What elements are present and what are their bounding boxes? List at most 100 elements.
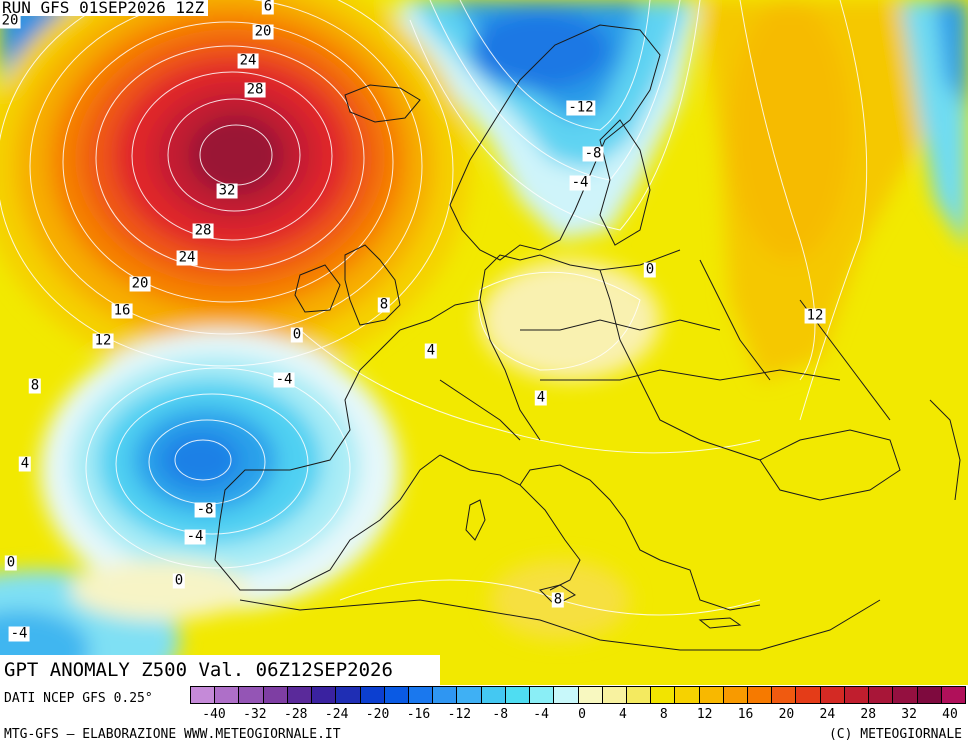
contour-label: 20: [129, 275, 151, 292]
color-swatch: [384, 687, 409, 703]
contour-label: -4: [273, 371, 295, 388]
high-core: [188, 115, 284, 195]
scale-tick-label: -20: [365, 707, 390, 722]
contour-label: 12: [804, 307, 826, 324]
contour-label: 20: [252, 23, 274, 40]
scale-tick-label: -16: [406, 707, 431, 722]
contour-label: -4: [184, 528, 206, 545]
contour-label: 4: [424, 342, 438, 359]
contour-label: -12: [566, 99, 596, 116]
color-scale-ticks: -40 -32 -28 -24 -20 -16 -12 -8 -4 0 4 8 12 16 20 24 28 32…: [190, 707, 966, 723]
color-swatch: [239, 687, 264, 703]
scand-deep: [470, 10, 610, 90]
data-source-label: DATI NCEP GFS 0.25°: [4, 691, 153, 706]
contour-label: 0: [4, 554, 18, 571]
run-title: RUN GFS 01SEP2026 12Z: [0, 0, 209, 16]
color-swatch: [699, 687, 724, 703]
scale-tick-label: 24: [819, 707, 836, 722]
color-swatch: [651, 687, 676, 703]
anomaly-map: RUN GFS 01SEP2026 12Z 6 20 20 24 28 32 2…: [0, 0, 968, 685]
scale-tick-label: 16: [737, 707, 754, 722]
color-swatch: [675, 687, 700, 703]
contour-label: -8: [582, 145, 604, 162]
credit-right: (C) METEOGIORNALE: [828, 727, 962, 742]
contour-label: 8: [28, 377, 42, 394]
product-title: GPT ANOMALY Z500 Val. 06Z12SEP2026: [0, 655, 440, 685]
contour-label: 0: [172, 572, 186, 589]
scale-tick-label: 40: [942, 707, 958, 722]
color-swatch: [748, 687, 773, 703]
scale-tick-label: -12: [447, 707, 472, 722]
color-swatch: [723, 687, 749, 703]
scale-tick-label: -32: [243, 707, 267, 722]
contour-label: -4: [8, 625, 30, 642]
color-swatch: [941, 687, 965, 703]
color-swatch: [820, 687, 845, 703]
contour-label: 16: [111, 302, 133, 319]
scale-tick-label: -4: [533, 707, 549, 722]
color-swatch: [481, 687, 506, 703]
east-orange: [730, 0, 850, 260]
legend-footer: DATI NCEP GFS 0.25° -40 -32 -28 -24 -20 -16 -1…: [0, 685, 968, 745]
color-swatch: [530, 687, 555, 703]
low-deep: [160, 432, 240, 488]
color-swatch: [360, 687, 385, 703]
color-swatch: [263, 687, 288, 703]
scale-tick-label: -40: [202, 707, 226, 722]
color-swatch: [457, 687, 482, 703]
contour-label: 4: [18, 455, 32, 472]
contour-label: 20: [0, 12, 21, 29]
color-swatch: [578, 687, 603, 703]
contour-label: -4: [569, 174, 591, 191]
scale-tick-label: 0: [578, 707, 586, 722]
color-swatch: [602, 687, 627, 703]
ne-blue: [935, 0, 968, 110]
color-swatch: [215, 687, 240, 703]
scale-tick-label: 28: [860, 707, 877, 722]
contour-lines: [0, 0, 868, 616]
contour-label: 32: [216, 182, 238, 199]
color-swatch: [869, 687, 894, 703]
color-swatch: [312, 687, 337, 703]
scale-tick-label: 8: [659, 707, 668, 722]
contour-label: 4: [534, 389, 548, 406]
contour-label: 8: [377, 296, 391, 313]
color-swatch: [505, 687, 531, 703]
color-swatch: [796, 687, 821, 703]
scale-tick-label: -24: [324, 707, 349, 722]
color-swatch: [408, 687, 434, 703]
color-scale-bar: [190, 686, 966, 704]
pale-poland: [480, 260, 660, 380]
color-swatch: [287, 687, 313, 703]
color-swatch: [191, 687, 216, 703]
contour-label: 28: [192, 222, 214, 239]
credit-left: MTG-GFS — ELABORAZIONE WWW.METEOGIORNALE…: [4, 727, 341, 742]
contour-label: -8: [194, 501, 216, 518]
color-swatch: [336, 687, 361, 703]
contour-label: 24: [237, 52, 259, 69]
color-swatch: [554, 687, 579, 703]
scale-tick-label: -28: [284, 707, 308, 722]
scale-tick-label: 32: [901, 707, 917, 722]
color-swatch: [433, 687, 458, 703]
color-swatch: [772, 687, 797, 703]
sw-pale: [70, 560, 250, 620]
contour-label: 24: [176, 249, 198, 266]
color-swatch: [893, 687, 918, 703]
contour-label: 0: [290, 326, 304, 343]
scale-tick-label: 12: [696, 707, 713, 722]
contour-label: 6: [261, 0, 275, 15]
color-swatch: [626, 687, 652, 703]
map-fields: [0, 0, 968, 685]
scale-tick-label: 4: [618, 707, 627, 722]
color-swatch: [917, 687, 942, 703]
scale-tick-label: -8: [492, 707, 509, 722]
contour-label: 8: [551, 591, 565, 608]
color-swatch: [844, 687, 870, 703]
contour-label: 12: [92, 332, 114, 349]
contour-label: 0: [643, 261, 657, 278]
islands: [465, 499, 742, 629]
contour-label: 28: [244, 81, 266, 98]
scale-tick-label: 20: [778, 707, 795, 722]
